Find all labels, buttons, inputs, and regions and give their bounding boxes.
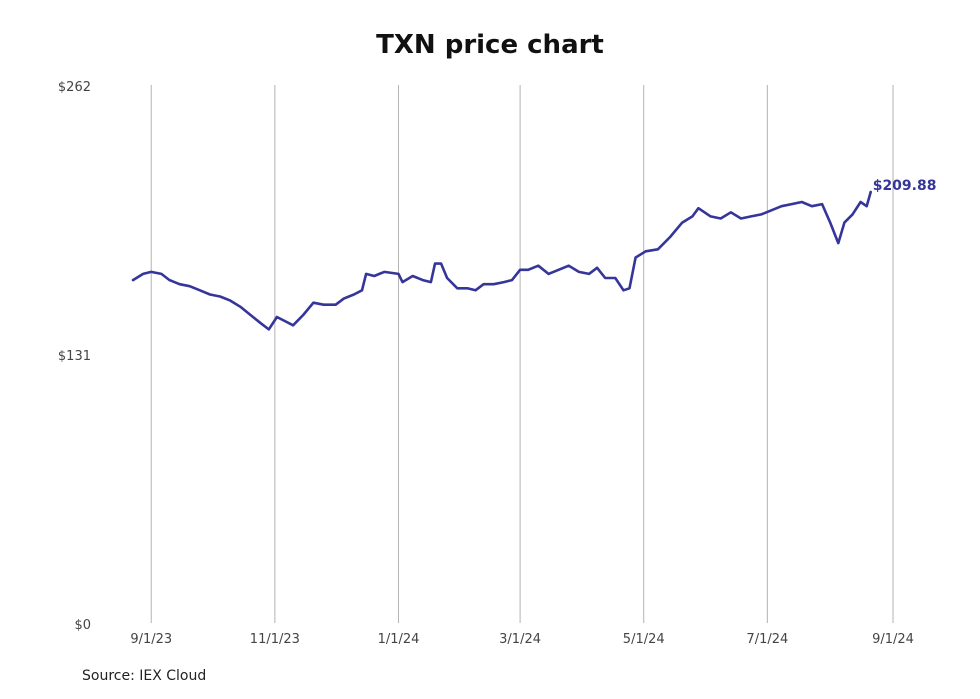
price-series-line — [131, 190, 872, 331]
vertical-gridlines — [150, 85, 894, 623]
chart-title: TXN price chart — [376, 30, 604, 60]
x-tick-label: 7/1/24 — [746, 632, 788, 647]
last-price-label: $209.88 — [873, 178, 937, 194]
y-tick-label: $262 — [58, 80, 91, 95]
x-tick-label: 11/1/23 — [250, 632, 300, 647]
x-axis-ticks: 9/1/23 11/1/23 1/1/24 3/1/24 5/1/24 7/1/24 9/1… — [130, 632, 914, 647]
x-tick-label: 3/1/24 — [499, 632, 541, 647]
x-tick-label: 5/1/24 — [623, 632, 665, 647]
y-tick-label: $131 — [58, 349, 91, 364]
source-note: Source: IEX Cloud — [82, 668, 207, 684]
y-axis-ticks: $0 $131 $262 — [58, 80, 91, 633]
x-tick-label: 9/1/24 — [872, 632, 914, 647]
y-tick-label: $0 — [74, 618, 91, 633]
x-tick-label: 1/1/24 — [378, 632, 420, 647]
x-tick-label: 9/1/23 — [130, 632, 172, 647]
